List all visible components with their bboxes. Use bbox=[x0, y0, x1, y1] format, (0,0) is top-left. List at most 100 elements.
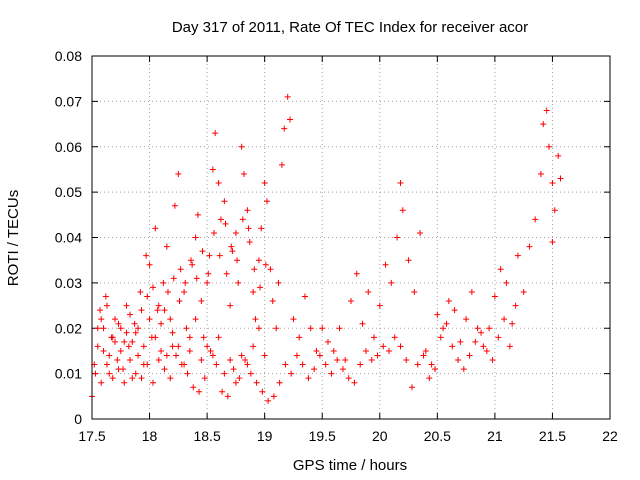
data-point-marker bbox=[154, 307, 161, 314]
data-point-marker bbox=[155, 302, 162, 309]
x-axis-label: GPS time / hours bbox=[293, 457, 407, 474]
data-point-marker bbox=[417, 229, 424, 236]
data-point-marker bbox=[288, 370, 295, 377]
data-point-marker bbox=[189, 261, 196, 268]
y-tick-label: 0.07 bbox=[55, 93, 82, 109]
y-tick-label: 0.03 bbox=[55, 275, 82, 291]
data-point-marker bbox=[497, 266, 504, 273]
data-point-marker bbox=[232, 379, 239, 386]
data-point-marker bbox=[362, 347, 369, 354]
data-point-marker bbox=[296, 334, 303, 341]
data-point-marker bbox=[161, 366, 168, 373]
data-point-marker bbox=[192, 234, 199, 241]
data-point-marker bbox=[201, 375, 208, 382]
data-point-marker bbox=[209, 352, 216, 359]
data-point-marker bbox=[555, 152, 562, 159]
x-tick-label: 20 bbox=[372, 428, 388, 444]
data-point-marker bbox=[451, 307, 458, 314]
data-point-marker bbox=[123, 302, 130, 309]
data-point-marker bbox=[98, 316, 105, 323]
data-point-marker bbox=[262, 261, 269, 268]
data-point-marker bbox=[255, 257, 262, 264]
data-point-marker bbox=[359, 320, 366, 327]
data-point-marker bbox=[385, 347, 392, 354]
data-point-marker bbox=[206, 252, 213, 259]
data-point-marker bbox=[126, 311, 133, 318]
data-point-marker bbox=[222, 220, 229, 227]
data-point-marker bbox=[486, 325, 493, 332]
data-point-marker bbox=[273, 325, 280, 332]
data-point-marker bbox=[557, 175, 564, 182]
data-point-marker bbox=[170, 275, 177, 282]
data-point-marker bbox=[239, 216, 246, 223]
data-point-marker bbox=[150, 379, 157, 386]
data-point-marker bbox=[131, 320, 138, 327]
data-point-marker bbox=[152, 334, 159, 341]
data-point-marker bbox=[244, 361, 251, 368]
data-point-marker bbox=[405, 257, 412, 264]
data-point-marker bbox=[196, 388, 203, 395]
data-point-marker bbox=[126, 357, 133, 364]
plot-frame bbox=[91, 55, 611, 420]
data-point-marker bbox=[520, 288, 527, 295]
data-point-marker bbox=[322, 361, 329, 368]
data-point-marker bbox=[117, 347, 124, 354]
data-point-marker bbox=[234, 257, 241, 264]
data-point-marker bbox=[230, 366, 237, 373]
data-point-marker bbox=[371, 334, 378, 341]
data-point-marker bbox=[403, 357, 410, 364]
data-point-marker bbox=[432, 366, 439, 373]
data-point-marker bbox=[263, 198, 270, 205]
data-point-marker bbox=[221, 198, 228, 205]
data-point-marker bbox=[336, 325, 343, 332]
data-point-marker bbox=[480, 343, 487, 350]
data-point-marker bbox=[132, 370, 139, 377]
data-point-marker bbox=[194, 211, 201, 218]
data-point-marker bbox=[106, 370, 113, 377]
data-point-marker bbox=[164, 288, 171, 295]
data-point-marker bbox=[103, 302, 110, 309]
data-point-marker bbox=[198, 357, 205, 364]
data-point-marker bbox=[100, 347, 107, 354]
y-tick-label: 0.08 bbox=[55, 48, 82, 64]
y-tick-label: 0.05 bbox=[55, 184, 82, 200]
data-point-marker bbox=[228, 243, 235, 250]
data-point-marker bbox=[391, 334, 398, 341]
data-point-marker bbox=[420, 352, 427, 359]
data-point-marker bbox=[495, 334, 502, 341]
data-point-marker bbox=[334, 357, 341, 364]
data-point-marker bbox=[394, 234, 401, 241]
data-point-marker bbox=[115, 366, 122, 373]
data-point-marker bbox=[449, 343, 456, 350]
y-axis-label: ROTI / TECUs bbox=[5, 190, 22, 286]
data-point-marker bbox=[100, 325, 107, 332]
data-point-marker bbox=[114, 357, 121, 364]
data-point-marker bbox=[186, 347, 193, 354]
data-point-marker bbox=[121, 338, 128, 345]
data-point-marker bbox=[265, 397, 272, 404]
data-point-marker bbox=[103, 361, 110, 368]
data-point-marker bbox=[250, 343, 257, 350]
data-point-marker bbox=[311, 366, 318, 373]
data-point-marker bbox=[422, 347, 429, 354]
data-point-marker bbox=[506, 343, 513, 350]
data-point-marker bbox=[532, 216, 539, 223]
data-point-marker bbox=[167, 316, 174, 323]
data-point-marker bbox=[261, 352, 268, 359]
data-point-marker bbox=[171, 202, 178, 209]
data-point-marker bbox=[123, 329, 130, 336]
data-point-marker bbox=[163, 243, 170, 250]
data-point-marker bbox=[209, 166, 216, 173]
data-point-marker bbox=[319, 325, 326, 332]
data-point-marker bbox=[146, 261, 153, 268]
data-point-marker bbox=[109, 375, 116, 382]
data-point-marker bbox=[137, 288, 144, 295]
data-point-marker bbox=[135, 352, 142, 359]
data-point-marker bbox=[483, 347, 490, 354]
data-point-marker bbox=[117, 325, 124, 332]
data-point-marker bbox=[376, 302, 383, 309]
data-point-marker bbox=[238, 352, 245, 359]
data-point-marker bbox=[102, 293, 109, 300]
x-tick-label: 20.5 bbox=[424, 428, 451, 444]
